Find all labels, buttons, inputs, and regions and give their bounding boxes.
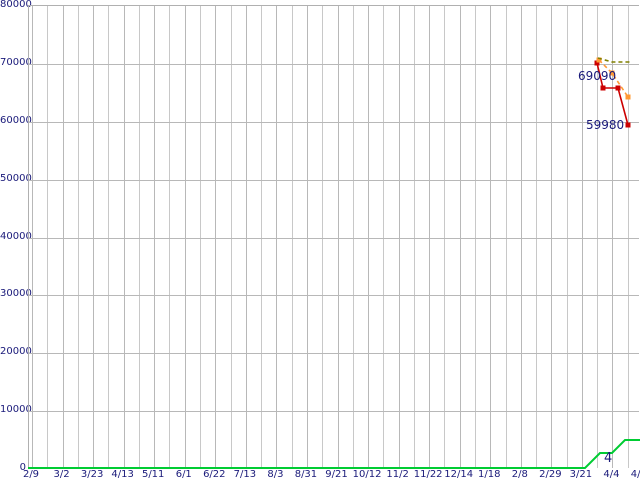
gridline-vertical bbox=[306, 6, 308, 468]
y-axis-tick-label: 40000 bbox=[0, 230, 32, 242]
gridline-vertical-minor bbox=[444, 6, 446, 468]
x-axis-tick-label: 2/29 bbox=[539, 469, 562, 480]
gridline-vertical-minor bbox=[536, 6, 538, 468]
gridline-vertical bbox=[459, 6, 461, 468]
x-axis-tick-label: 4/18 bbox=[630, 469, 640, 480]
gridline-vertical bbox=[490, 6, 492, 468]
x-axis-tick-label: 8/31 bbox=[294, 469, 318, 480]
gridline-vertical-minor bbox=[261, 6, 263, 468]
gridline-vertical-minor bbox=[322, 6, 324, 468]
x-axis-tick-label: 12/14 bbox=[444, 469, 474, 480]
gridline-vertical bbox=[520, 6, 522, 468]
gridline-vertical bbox=[551, 6, 553, 468]
y-axis-tick-label: 80000 bbox=[0, 0, 32, 10]
gridline-vertical-minor bbox=[138, 6, 140, 468]
x-axis-tick-label: 9/21 bbox=[325, 469, 348, 480]
gridline-vertical bbox=[184, 6, 186, 468]
gridline-vertical bbox=[32, 6, 33, 468]
y-axis-tick-label: 70000 bbox=[0, 56, 32, 68]
x-axis-tick-label: 3/23 bbox=[80, 469, 104, 480]
gridline-vertical bbox=[429, 6, 431, 468]
gridline-vertical-minor bbox=[200, 6, 202, 468]
gridline-vertical bbox=[123, 6, 125, 468]
gridline-vertical-minor bbox=[383, 6, 385, 468]
gridline-vertical-minor bbox=[566, 6, 568, 468]
gridline-vertical-minor bbox=[413, 6, 415, 468]
data-value-label: 69090 bbox=[578, 69, 617, 83]
gridline-vertical-minor bbox=[47, 6, 49, 468]
gridline-vertical bbox=[245, 6, 247, 468]
gridline-horizontal bbox=[29, 179, 639, 181]
gridline-vertical-minor bbox=[474, 6, 476, 468]
gridline-vertical bbox=[215, 6, 217, 468]
gridline-vertical-minor bbox=[352, 6, 354, 468]
y-axis-tick-label: 20000 bbox=[0, 346, 32, 358]
x-axis-tick-label: 4/4 bbox=[603, 469, 620, 480]
gridline-horizontal bbox=[29, 353, 639, 355]
x-axis-tick-label: 10/12 bbox=[352, 469, 382, 480]
gridline-horizontal bbox=[29, 237, 639, 239]
x-axis-tick-label: 6/1 bbox=[175, 469, 192, 480]
gridline-vertical-minor bbox=[597, 6, 599, 468]
data-value-label: 59980 bbox=[586, 118, 625, 132]
x-axis-tick-label: 5/11 bbox=[141, 469, 165, 480]
y-axis-tick-label: 0 bbox=[19, 462, 26, 473]
gridline-vertical bbox=[154, 6, 156, 468]
gridline-horizontal bbox=[29, 63, 639, 65]
gridline-horizontal bbox=[29, 121, 639, 123]
y-axis-tick-label: 50000 bbox=[0, 172, 32, 184]
gridline-vertical-minor bbox=[505, 6, 507, 468]
x-axis-tick-label: 7/13 bbox=[233, 469, 257, 480]
x-axis-tick-label: 2/8 bbox=[511, 469, 528, 480]
gridline-vertical bbox=[62, 6, 64, 468]
x-axis-tick-label: 3/21 bbox=[569, 469, 593, 480]
gridline-vertical-minor bbox=[77, 6, 79, 468]
x-axis-tick-label: 1/18 bbox=[478, 469, 501, 480]
gridline-vertical bbox=[368, 6, 370, 468]
gridline-vertical bbox=[93, 6, 95, 468]
y-axis-tick-label: 30000 bbox=[0, 288, 32, 300]
gridline-vertical-minor bbox=[291, 6, 293, 468]
data-value-label: 4 bbox=[604, 451, 613, 466]
y-axis-tick-label: 10000 bbox=[0, 404, 32, 416]
gridline-vertical-minor bbox=[230, 6, 232, 468]
gridline-vertical bbox=[612, 6, 614, 468]
gridline-vertical-minor bbox=[169, 6, 171, 468]
gridline-vertical bbox=[398, 6, 400, 468]
y-axis-tick-label: 60000 bbox=[0, 114, 32, 126]
gridline-vertical bbox=[581, 6, 583, 468]
plot-area bbox=[28, 5, 639, 468]
x-axis-tick-label: 2/9 bbox=[22, 469, 40, 480]
x-axis-tick-label: 11/2 bbox=[386, 469, 409, 480]
gridline-vertical bbox=[276, 6, 278, 468]
x-axis-tick-label: 11/22 bbox=[413, 469, 443, 480]
gridline-vertical-minor bbox=[627, 6, 629, 468]
x-axis-tick-label: 4/13 bbox=[111, 469, 134, 480]
gridline-vertical-minor bbox=[108, 6, 110, 468]
x-axis-tick-label: 3/2 bbox=[53, 469, 70, 480]
x-axis-tick-label: 6/22 bbox=[203, 469, 226, 480]
gridline-vertical bbox=[337, 6, 339, 468]
x-axis-tick-label: 8/3 bbox=[267, 469, 284, 480]
gridline-horizontal bbox=[29, 295, 639, 297]
gridline-horizontal bbox=[29, 411, 639, 413]
